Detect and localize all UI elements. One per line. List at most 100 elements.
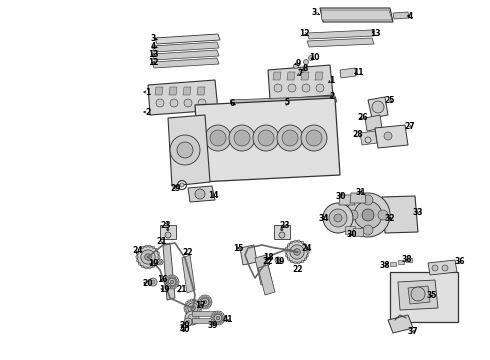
Text: 23: 23 (161, 220, 171, 230)
Polygon shape (188, 186, 215, 202)
Circle shape (304, 244, 307, 246)
Text: 12: 12 (299, 28, 309, 37)
Text: 21: 21 (157, 237, 167, 246)
Circle shape (214, 314, 222, 322)
Circle shape (141, 265, 144, 268)
Circle shape (165, 283, 171, 289)
Text: 23: 23 (280, 220, 290, 230)
Polygon shape (408, 286, 430, 304)
Circle shape (205, 295, 207, 297)
Circle shape (218, 311, 220, 313)
Circle shape (208, 305, 211, 307)
Text: ●: ● (166, 228, 170, 232)
Circle shape (301, 241, 304, 244)
Text: 14: 14 (208, 190, 218, 199)
Circle shape (166, 277, 169, 279)
Circle shape (234, 130, 250, 146)
Circle shape (301, 125, 327, 151)
Circle shape (170, 99, 178, 107)
Circle shape (188, 314, 190, 316)
Polygon shape (398, 280, 438, 310)
Polygon shape (301, 72, 309, 80)
Text: 19: 19 (159, 284, 169, 293)
Polygon shape (195, 98, 340, 182)
Circle shape (210, 301, 212, 303)
Circle shape (203, 295, 205, 297)
Circle shape (302, 84, 310, 92)
Circle shape (199, 310, 202, 312)
Text: 16: 16 (157, 275, 167, 284)
Circle shape (287, 244, 290, 246)
Circle shape (170, 275, 172, 277)
Circle shape (198, 299, 200, 301)
Circle shape (294, 262, 296, 264)
Circle shape (185, 300, 201, 316)
Text: 30: 30 (336, 192, 346, 201)
Circle shape (165, 279, 168, 281)
Text: 33: 33 (413, 207, 423, 216)
Circle shape (188, 300, 190, 302)
Circle shape (174, 286, 176, 288)
Circle shape (309, 55, 314, 60)
Circle shape (208, 297, 211, 300)
Circle shape (286, 247, 288, 249)
Circle shape (138, 263, 141, 265)
Circle shape (195, 189, 205, 199)
Circle shape (214, 312, 216, 314)
Text: 29: 29 (171, 184, 181, 193)
Circle shape (384, 132, 392, 140)
Circle shape (145, 245, 147, 247)
Polygon shape (255, 255, 272, 285)
Circle shape (214, 322, 216, 324)
Text: 28: 28 (353, 130, 363, 139)
Circle shape (157, 260, 160, 262)
Polygon shape (192, 311, 220, 316)
Circle shape (221, 313, 224, 315)
Text: 30: 30 (347, 230, 357, 239)
Circle shape (362, 209, 374, 221)
Circle shape (186, 302, 188, 304)
Circle shape (334, 214, 342, 222)
Circle shape (184, 307, 186, 309)
Circle shape (306, 130, 322, 146)
Text: 19: 19 (274, 257, 284, 266)
Bar (160, 225, 176, 239)
Polygon shape (365, 115, 382, 131)
Circle shape (199, 304, 202, 306)
Polygon shape (148, 80, 218, 115)
Polygon shape (168, 115, 210, 186)
Circle shape (329, 209, 347, 227)
Circle shape (149, 278, 157, 286)
Circle shape (253, 125, 279, 151)
Circle shape (199, 305, 201, 307)
Polygon shape (197, 87, 205, 95)
Circle shape (298, 262, 300, 264)
Circle shape (274, 84, 282, 92)
Polygon shape (273, 72, 281, 80)
Circle shape (303, 59, 309, 64)
Polygon shape (287, 72, 295, 80)
Circle shape (294, 249, 300, 255)
Polygon shape (152, 42, 219, 52)
Circle shape (346, 193, 390, 237)
Circle shape (277, 125, 303, 151)
Circle shape (137, 246, 159, 268)
Polygon shape (155, 87, 163, 95)
Text: ●: ● (280, 228, 284, 232)
Circle shape (290, 260, 293, 263)
Circle shape (301, 260, 304, 263)
Circle shape (363, 225, 373, 235)
Circle shape (286, 241, 308, 263)
Circle shape (168, 276, 170, 278)
Circle shape (198, 303, 200, 305)
Polygon shape (169, 87, 177, 95)
Circle shape (222, 315, 225, 317)
Circle shape (158, 256, 160, 258)
Circle shape (216, 311, 218, 313)
Circle shape (201, 298, 209, 306)
Circle shape (307, 251, 309, 253)
Circle shape (167, 284, 170, 288)
Text: 1: 1 (329, 76, 335, 85)
Circle shape (166, 285, 169, 287)
Text: 22: 22 (293, 266, 303, 274)
